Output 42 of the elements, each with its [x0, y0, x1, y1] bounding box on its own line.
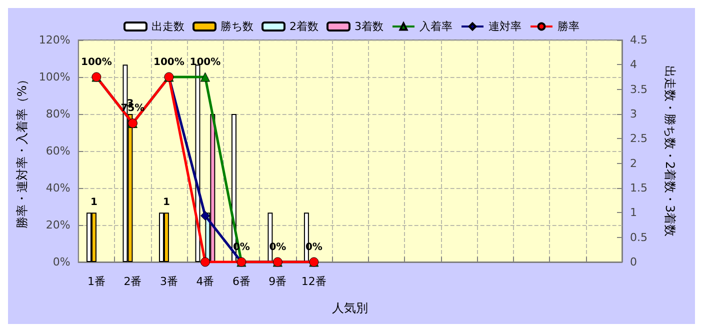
y2-tick-label: 1.5 [630, 182, 648, 194]
data-label: 100% [81, 56, 112, 68]
data-label: 1 [162, 197, 170, 208]
data-label: 100% [154, 56, 184, 68]
y-tick-label: 80% [46, 108, 70, 120]
y2-tick-label: 3.5 [630, 82, 648, 96]
point [200, 72, 210, 82]
x-tick-label: 2番 [124, 275, 142, 288]
legend-label: 勝率 [558, 20, 580, 33]
x-tick-label: 6番 [232, 275, 250, 288]
y2-tick-label: 1 [630, 206, 637, 220]
y-tick-label: 100% [38, 70, 70, 84]
y2-axis-title: 出走数・勝ち数・2着数・3着数 [663, 65, 677, 237]
y2-tick-label: 3 [630, 108, 637, 120]
y2-tick-label: 2 [630, 156, 637, 170]
legend-label: 入着率 [420, 20, 452, 33]
x-tick-label: 9番 [268, 275, 287, 288]
y-tick-label: 20% [46, 218, 70, 232]
x-tick-label: 3番 [160, 275, 178, 288]
point [200, 257, 210, 267]
y-axis-title: 勝率・連対率・入着率（%） [15, 73, 29, 229]
y-tick-label: 120% [38, 34, 70, 46]
y-tick-label: 40% [46, 182, 70, 194]
data-label: 100% [190, 56, 221, 68]
data-label: 1 [90, 197, 98, 208]
x-tick-label: 12番 [301, 275, 326, 288]
y-tick-label: 60% [46, 144, 70, 158]
y2-tick-label: 0.5 [630, 230, 648, 244]
y-tick-label: 0% [52, 256, 70, 268]
point [200, 211, 210, 220]
y2-tick-label: 0 [630, 256, 637, 268]
legend-label: 出走数 [152, 20, 184, 33]
x-axis-title: 人気別 [332, 301, 368, 315]
y2-tick-label: 4 [630, 58, 637, 72]
x-tick-label: 4番 [196, 275, 214, 288]
y2-tick-label: 2.5 [630, 132, 648, 146]
y2-tick-label: 4.5 [630, 34, 648, 46]
legend-label: 3着数 [354, 20, 384, 33]
legend-label: 勝ち数 [220, 20, 254, 33]
x-tick-label: 1番 [87, 275, 106, 288]
legend-label: 2着数 [290, 20, 318, 33]
legend-label: 連対率 [488, 20, 522, 33]
